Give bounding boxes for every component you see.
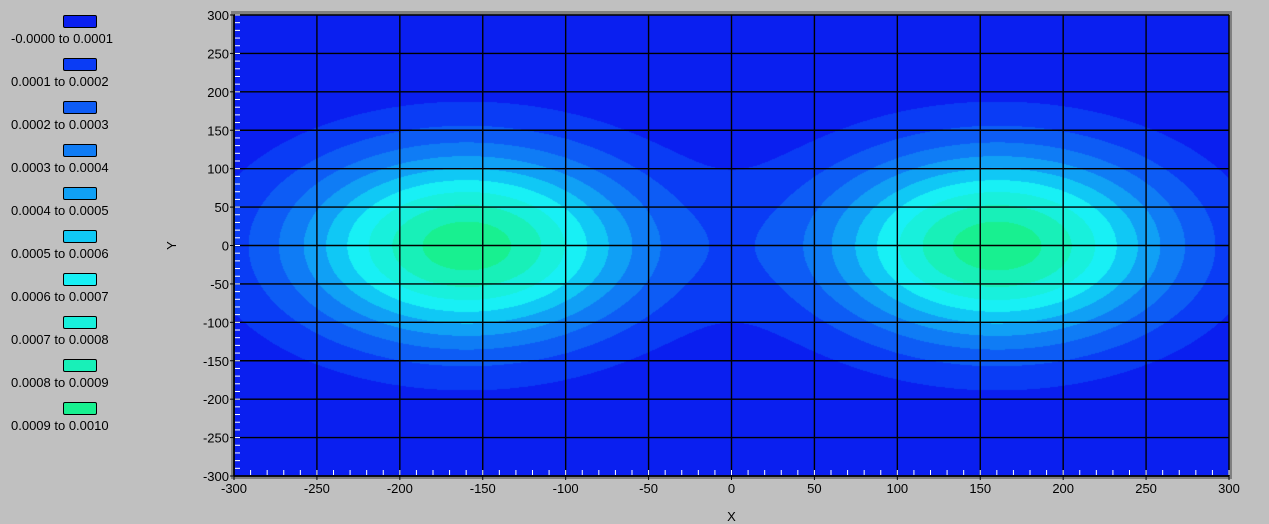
legend-label: 0.0009 to 0.0010 [11,418,109,433]
y-tick-label: -250 [203,431,229,446]
x-tick-label: -50 [639,481,658,496]
legend-label: 0.0006 to 0.0007 [11,289,109,304]
x-tick-label: 0 [728,481,735,496]
legend-item: -0.0000 to 0.0001 [0,15,170,58]
legend-swatch [63,144,97,157]
legend-swatch [63,187,97,200]
y-tick-label: -100 [203,315,229,330]
legend-item: 0.0007 to 0.0008 [0,316,170,359]
y-axis-title: Y [164,241,179,250]
legend-item: 0.0006 to 0.0007 [0,273,170,316]
legend-label: 0.0004 to 0.0005 [11,203,109,218]
x-tick-label: 300 [1218,481,1240,496]
x-tick-label: -250 [304,481,330,496]
x-axis-title: X [727,509,736,524]
legend-label: 0.0005 to 0.0006 [11,246,109,261]
y-tick-label: 50 [215,200,229,215]
legend-swatch [63,15,97,28]
legend-item: 0.0008 to 0.0009 [0,359,170,402]
legend-swatch [63,316,97,329]
legend-item: 0.0003 to 0.0004 [0,144,170,187]
x-tick-label: -150 [470,481,496,496]
x-tick-label: -100 [553,481,579,496]
legend-label: 0.0001 to 0.0002 [11,74,109,89]
x-tick-label: 200 [1052,481,1074,496]
y-tick-label: 300 [207,8,229,23]
legend-swatch [63,402,97,415]
legend-label: 0.0007 to 0.0008 [11,332,109,347]
legend-label: 0.0008 to 0.0009 [11,375,109,390]
x-tick-label: 250 [1135,481,1157,496]
y-tick-label: -50 [210,277,229,292]
y-tick-label: -200 [203,392,229,407]
x-tick-label: -300 [221,481,247,496]
legend-label: 0.0002 to 0.0003 [11,117,109,132]
y-tick-label: -300 [203,469,229,484]
legend-label: 0.0003 to 0.0004 [11,160,109,175]
x-tick-label: 50 [807,481,821,496]
y-tick-label: 200 [207,85,229,100]
y-tick-label: 100 [207,162,229,177]
y-tick-label: 0 [222,239,229,254]
legend-label: -0.0000 to 0.0001 [11,31,113,46]
legend-item: 0.0001 to 0.0002 [0,58,170,101]
legend-item: 0.0009 to 0.0010 [0,402,170,445]
legend-swatch [63,230,97,243]
legend-item: 0.0002 to 0.0003 [0,101,170,144]
legend-swatch [63,273,97,286]
legend-swatch [63,58,97,71]
y-tick-label: 150 [207,123,229,138]
y-tick-label: 250 [207,46,229,61]
legend-item: 0.0005 to 0.0006 [0,230,170,273]
legend-item: 0.0004 to 0.0005 [0,187,170,230]
y-tick-label: -150 [203,354,229,369]
x-tick-label: -200 [387,481,413,496]
legend: -0.0000 to 0.0001 0.0001 to 0.0002 0.0002 … [0,0,170,524]
legend-swatch [63,101,97,114]
legend-swatch [63,359,97,372]
x-tick-label: 150 [969,481,991,496]
x-tick-label: 100 [886,481,908,496]
